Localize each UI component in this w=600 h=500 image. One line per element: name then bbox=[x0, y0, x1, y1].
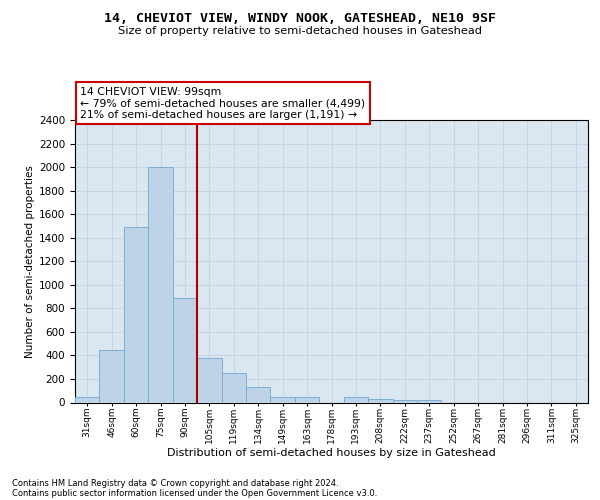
Bar bbox=[344, 397, 368, 402]
Bar bbox=[100, 350, 124, 403]
Text: Contains HM Land Registry data © Crown copyright and database right 2024.: Contains HM Land Registry data © Crown c… bbox=[12, 479, 338, 488]
Y-axis label: Number of semi-detached properties: Number of semi-detached properties bbox=[25, 165, 35, 358]
Bar bbox=[148, 167, 173, 402]
Bar bbox=[246, 387, 271, 402]
Bar bbox=[417, 400, 442, 402]
Bar bbox=[124, 227, 148, 402]
Text: 14, CHEVIOT VIEW, WINDY NOOK, GATESHEAD, NE10 9SF: 14, CHEVIOT VIEW, WINDY NOOK, GATESHEAD,… bbox=[104, 12, 496, 26]
Bar bbox=[368, 399, 392, 402]
Bar bbox=[295, 397, 319, 402]
Bar bbox=[75, 397, 100, 402]
Bar bbox=[271, 397, 295, 402]
Bar bbox=[221, 373, 246, 402]
Bar bbox=[197, 358, 221, 403]
Text: Distribution of semi-detached houses by size in Gateshead: Distribution of semi-detached houses by … bbox=[167, 448, 496, 458]
Bar bbox=[392, 400, 417, 402]
Text: 14 CHEVIOT VIEW: 99sqm
← 79% of semi-detached houses are smaller (4,499)
21% of : 14 CHEVIOT VIEW: 99sqm ← 79% of semi-det… bbox=[80, 87, 365, 120]
Bar bbox=[173, 298, 197, 403]
Text: Size of property relative to semi-detached houses in Gateshead: Size of property relative to semi-detach… bbox=[118, 26, 482, 36]
Text: Contains public sector information licensed under the Open Government Licence v3: Contains public sector information licen… bbox=[12, 489, 377, 498]
